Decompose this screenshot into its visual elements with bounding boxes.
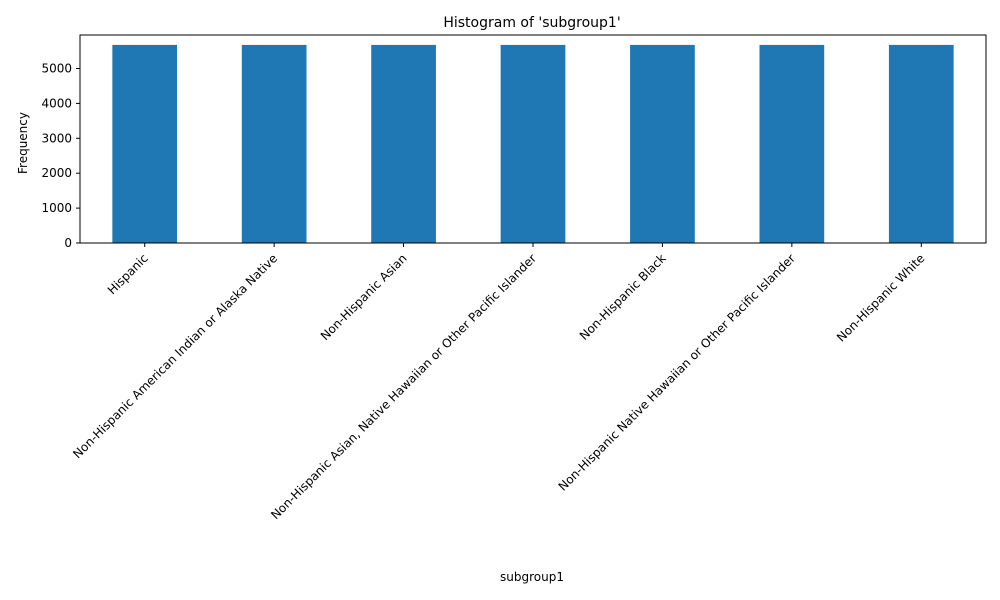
- y-tick-label-5: 4000: [41, 96, 72, 110]
- y-axis: 0 1000 2000 3000 4000 5000: [41, 62, 80, 250]
- plot-frame: [79, 34, 987, 244]
- bars-group: [112, 44, 954, 243]
- bar-3: [371, 44, 436, 243]
- y-tick-label-4: 3000: [41, 131, 72, 145]
- x-tick-label-6: Non-Hispanic Native Hawaiian or Other Pa…: [556, 251, 798, 493]
- x-tick-label-4: Non-Hispanic Asian, Native Hawaiian or O…: [268, 251, 539, 522]
- y-tick-label-3: 2000: [41, 166, 72, 180]
- bar-6: [759, 44, 825, 243]
- y-tick-label-6: 5000: [41, 62, 72, 76]
- bar-1: [112, 44, 178, 243]
- y-axis-label: Frequency: [16, 112, 30, 174]
- y-tick-label-1: 0: [64, 236, 72, 250]
- y-tick-label-2: 1000: [41, 201, 72, 215]
- bar-4: [500, 44, 566, 243]
- bar-7: [888, 44, 954, 243]
- x-tick-label-5: Non-Hispanic Black: [577, 251, 669, 343]
- bar-5: [630, 44, 695, 243]
- x-tick-label-2: Non-Hispanic American Indian or Alaska N…: [70, 251, 280, 461]
- x-tick-label-3: Non-Hispanic Asian: [318, 251, 410, 343]
- bar-2: [241, 44, 307, 243]
- x-tick-label-1: Hispanic: [105, 251, 151, 297]
- x-tick-label-7: Non-Hispanic White: [834, 251, 927, 344]
- chart-title: Histogram of 'subgroup1': [443, 15, 620, 31]
- x-axis-label: subgroup1: [500, 570, 564, 584]
